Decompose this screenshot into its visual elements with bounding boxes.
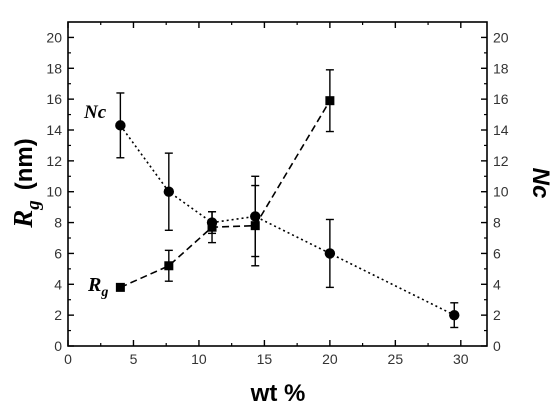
x-axis-title: wt %: [250, 380, 306, 407]
series-nc: [115, 92, 460, 329]
plot-frame: [67, 21, 488, 347]
y-axis-left-title: Rg (nm): [8, 138, 44, 229]
data-point-nc: [324, 248, 336, 259]
series-label-rg-main: R: [87, 274, 101, 296]
series-label-nc: Nc: [83, 102, 107, 123]
y-right-tick-label: 14: [493, 122, 509, 138]
y-axis-left-title-main: R: [8, 210, 38, 229]
series-label-rg-sub: g: [100, 285, 108, 300]
data-point-nc: [449, 309, 460, 321]
y-left-tick-label: 4: [54, 276, 62, 292]
y-right-tick-label: 16: [493, 91, 509, 107]
y-left-tick-label: 6: [54, 245, 62, 261]
y-axis-right-title: Nc: [527, 168, 550, 199]
x-tick-label: 15: [257, 351, 273, 367]
data-point-nc: [163, 186, 175, 197]
data-point-rg: [325, 96, 335, 106]
y-right-tick-label: 20: [493, 29, 509, 45]
y-right-tick-label: 4: [493, 276, 501, 292]
y-right-tick-label: 12: [493, 153, 509, 169]
series-layer: [115, 69, 460, 329]
data-point-rg: [164, 261, 174, 271]
y-right-tick-label: 10: [493, 184, 509, 200]
y-left-tick-label: 0: [54, 338, 62, 354]
y-right-tick-label: 6: [493, 245, 501, 261]
x-tick-label: 20: [322, 351, 338, 367]
labels: wt % Rg (nm) Nc Nc Rg: [8, 102, 550, 407]
y-axis-left-title-sub: g: [23, 200, 44, 211]
y-left-tick-label: 20: [46, 29, 62, 45]
y-axis-left-title-unit: (nm): [11, 138, 38, 190]
data-point-rg: [250, 221, 260, 231]
data-point-rg: [115, 282, 125, 292]
y-right-tick-label: 8: [493, 215, 501, 231]
y-left-tick-label: 12: [46, 153, 62, 169]
series-rg: [115, 69, 335, 292]
series-line-rg: [120, 100, 331, 289]
y-left-tick-label: 18: [46, 60, 62, 76]
y-left-tick-label: 8: [54, 215, 62, 231]
y-right-tick-label: 2: [493, 307, 501, 323]
y-right-tick-label: 0: [493, 338, 501, 354]
y-left-tick-label: 10: [46, 184, 62, 200]
x-tick-label: 25: [388, 351, 404, 367]
y-left-tick-label: 16: [46, 91, 62, 107]
data-point-rg: [207, 222, 217, 232]
series-line-nc: [119, 124, 455, 316]
y-right-tick-label: 18: [493, 60, 509, 76]
x-tick-label: 0: [64, 351, 72, 367]
y-left-tick-label: 2: [54, 307, 62, 323]
data-point-nc: [115, 120, 126, 131]
series-label-rg: Rg: [87, 274, 108, 300]
y-left-tick-label: 14: [46, 122, 62, 138]
x-tick-label: 30: [453, 351, 469, 367]
x-tick-label: 10: [191, 351, 207, 367]
x-tick-label: 5: [130, 351, 138, 367]
